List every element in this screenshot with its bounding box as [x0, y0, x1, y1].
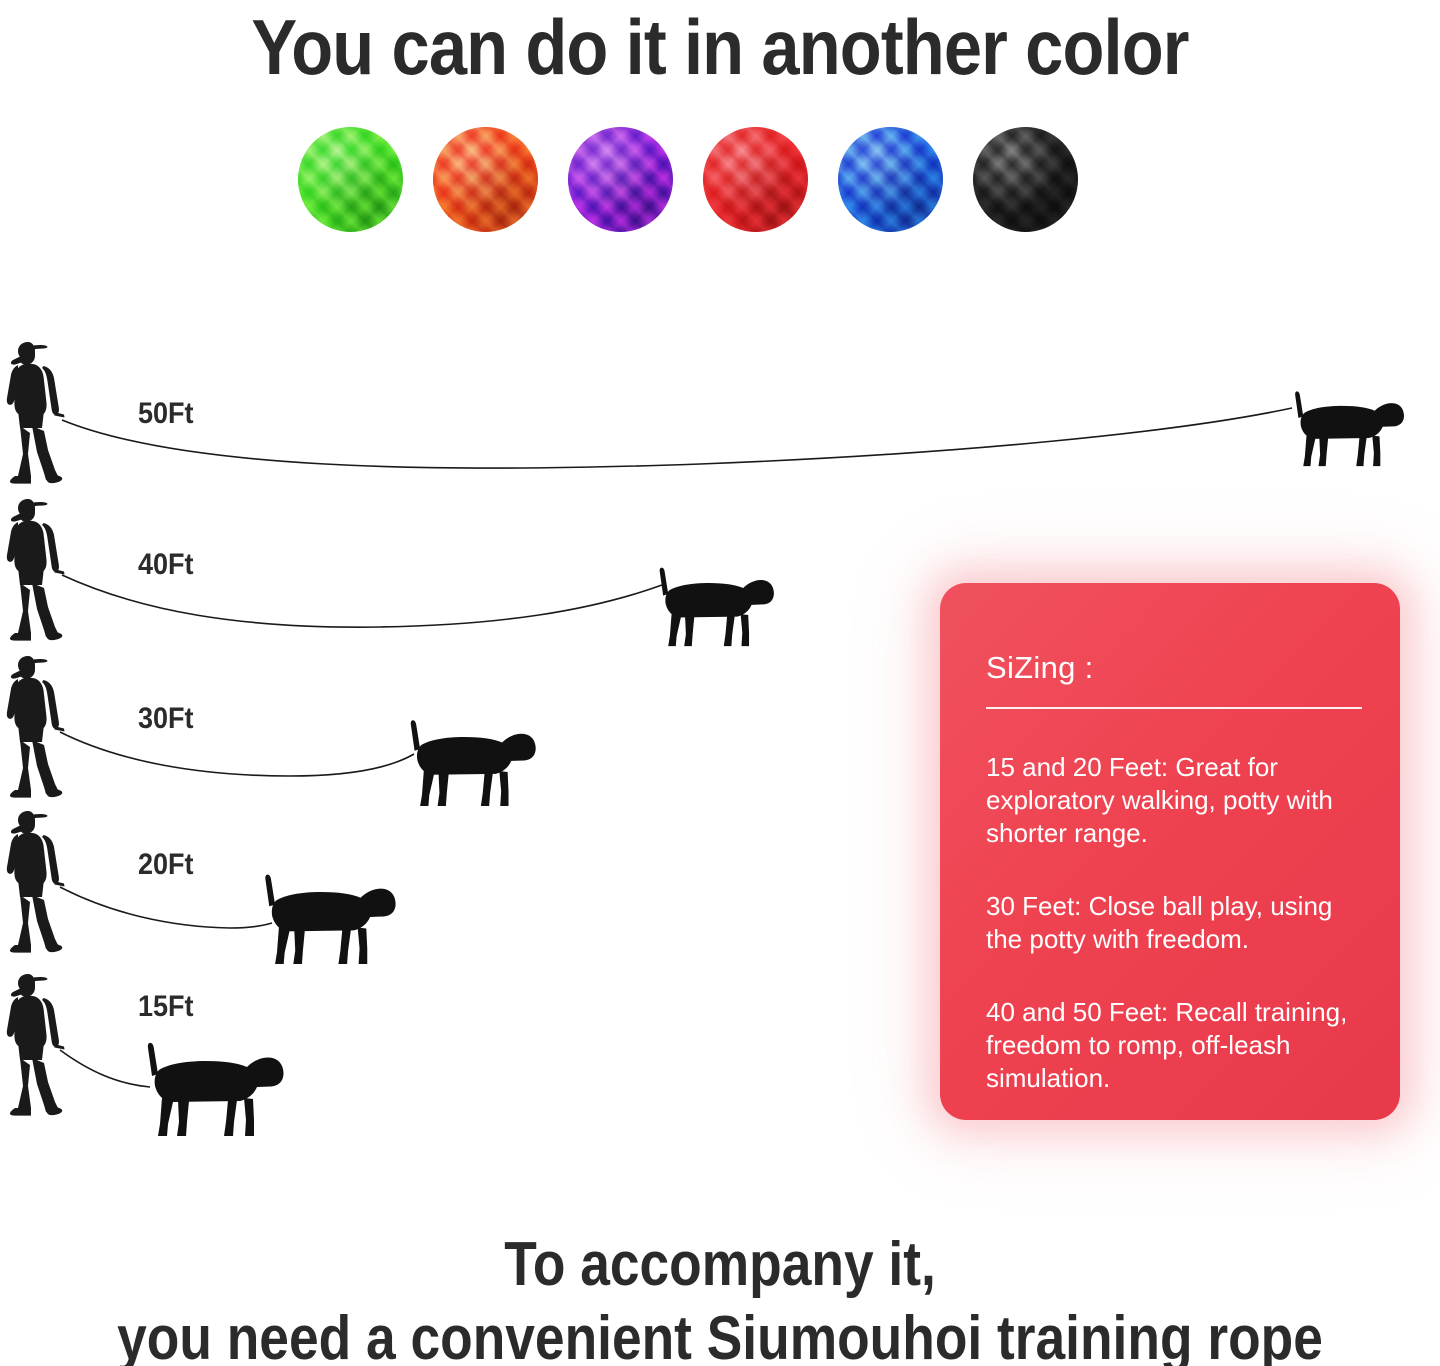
swatch-weave-purple	[568, 127, 673, 232]
length-label-30ft: 30Ft	[138, 702, 194, 735]
swatch-shading-green	[298, 127, 403, 232]
length-label-20ft: 20Ft	[138, 848, 194, 881]
swatch-weave-green	[298, 127, 403, 232]
dog-silhouette-50ft	[1284, 380, 1406, 477]
swatch-shading-blue	[838, 127, 943, 232]
length-label-40ft: 40Ft	[138, 548, 194, 581]
dog-silhouette-30ft	[398, 708, 538, 817]
color-swatch-orange[interactable]	[433, 127, 538, 232]
swatch-shading-black	[973, 127, 1078, 232]
footer-title-line2: you need a convenient Siumouhoi training…	[117, 1304, 1323, 1366]
sizing-card-divider	[986, 707, 1362, 709]
color-swatch-red[interactable]	[703, 127, 808, 232]
swatch-weave-black	[973, 127, 1078, 232]
footer-title-line1: To accompany it,	[504, 1230, 936, 1299]
leash-line-50ft	[61, 407, 1293, 469]
color-swatch-purple[interactable]	[568, 127, 673, 232]
sizing-item-15-20: 15 and 20 Feet: Great for exploratory wa…	[986, 752, 1333, 848]
swatch-weave-blue	[838, 127, 943, 232]
person-silhouette-50ft	[4, 336, 70, 491]
person-silhouette-30ft	[4, 650, 70, 805]
length-label-15ft: 15Ft	[138, 990, 194, 1023]
person-silhouette-40ft	[4, 493, 70, 648]
page-title: You can do it in another color	[251, 3, 1189, 91]
length-label-50ft: 50Ft	[138, 397, 194, 430]
color-swatch-row	[298, 127, 1098, 237]
swatch-weave-orange	[433, 127, 538, 232]
leash-line-20ft	[59, 886, 273, 929]
footer-title: To accompany it, you need a convenient S…	[101, 1228, 1339, 1366]
color-swatch-blue[interactable]	[838, 127, 943, 232]
leash-row-15ft: 15Ft	[0, 968, 1440, 1136]
swatch-weave-red	[703, 127, 808, 232]
sizing-item-40-50: 40 and 50 Feet: Recall training, freedom…	[986, 997, 1348, 1093]
sizing-card-heading: SiZing :	[986, 650, 1094, 685]
dog-silhouette-40ft	[648, 556, 776, 657]
leash-line-40ft	[61, 574, 663, 628]
sizing-item-30: 30 Feet: Close ball play, using the pott…	[986, 891, 1333, 954]
swatch-shading-orange	[433, 127, 538, 232]
leash-line-30ft	[59, 731, 415, 777]
color-swatch-black[interactable]	[973, 127, 1078, 232]
sizing-info-card: SiZing : 15 and 20 Feet: Great for explo…	[940, 583, 1400, 1120]
leash-row-40ft: 40Ft	[0, 493, 1440, 647]
color-swatch-green[interactable]	[298, 127, 403, 232]
person-silhouette-15ft	[4, 968, 70, 1123]
swatch-shading-purple	[568, 127, 673, 232]
leash-row-30ft: 30Ft	[0, 650, 1440, 807]
leash-row-20ft: 20Ft	[0, 805, 1440, 965]
leash-line-15ft	[59, 1049, 151, 1088]
dog-silhouette-15ft	[134, 1030, 286, 1147]
swatch-shading-red	[703, 127, 808, 232]
leash-row-50ft: 50Ft	[0, 336, 1440, 486]
person-silhouette-20ft	[4, 805, 70, 960]
dog-silhouette-20ft	[252, 862, 398, 975]
